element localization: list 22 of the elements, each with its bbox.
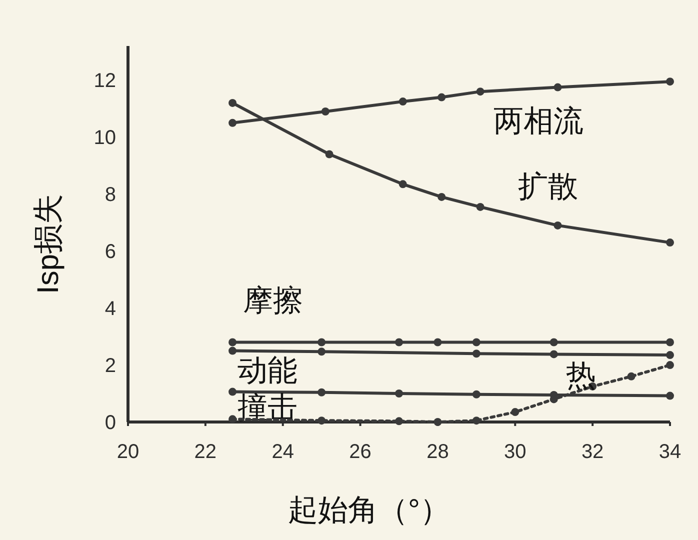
- series-label: 摩擦: [243, 284, 304, 318]
- y-tick-label: 6: [104, 241, 116, 264]
- series-label: 热: [566, 360, 596, 393]
- x-tick-label: 34: [658, 441, 682, 463]
- y-tick-label: 12: [94, 70, 116, 92]
- y-tick-label: 10: [94, 127, 116, 150]
- x-tick-label: 30: [504, 441, 526, 463]
- series-label: 动能: [237, 354, 298, 388]
- series-label: 扩散: [518, 170, 578, 204]
- x-tick-label: 22: [194, 441, 217, 463]
- x-tick-label: 28: [426, 441, 449, 463]
- x-tick-label: 24: [272, 441, 294, 463]
- y-axis-title: Isp损失: [32, 194, 65, 294]
- y-tick-label: 2: [104, 355, 116, 378]
- y-tick-label: 8: [104, 184, 116, 206]
- y-tick-label: 0: [104, 412, 116, 434]
- x-tick-label: 32: [581, 441, 604, 463]
- x-tick-label: 20: [116, 441, 140, 463]
- series-label: 两相流: [493, 105, 584, 138]
- y-tick-label: 4: [104, 298, 116, 320]
- x-tick-label: 26: [349, 441, 372, 463]
- x-axis-title: 起始角（°）: [288, 494, 450, 527]
